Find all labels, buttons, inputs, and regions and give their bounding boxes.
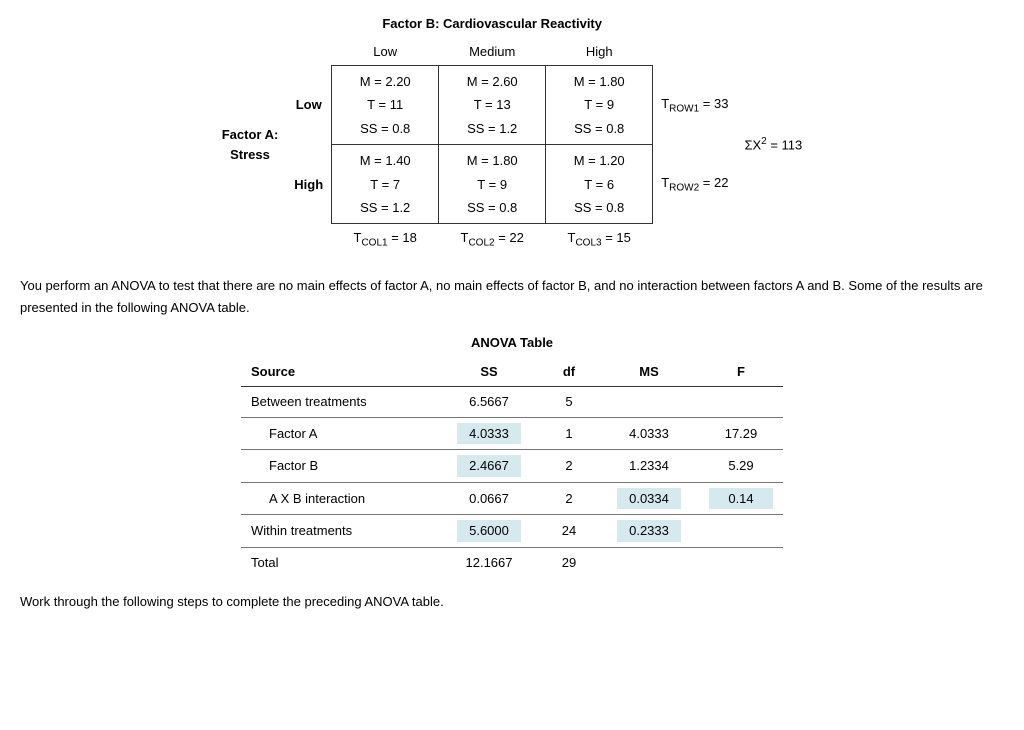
anova-f — [699, 547, 783, 577]
anova-f: 0.14 — [699, 482, 783, 515]
anova-ss: 6.5667 — [439, 387, 539, 418]
cell-high-low: M = 1.40 T = 7 SS = 1.2 — [332, 145, 439, 224]
anova-df: 29 — [539, 547, 599, 577]
anova-table: Source SS df MS F Between treatments6.56… — [241, 357, 783, 578]
col3-total: TCOL3 = 15 — [546, 224, 653, 255]
cell-low-low: M = 2.20 T = 11 SS = 0.8 — [332, 66, 439, 145]
anova-source: A X B interaction — [241, 482, 439, 515]
col-label-high: High — [546, 38, 653, 66]
anova-row: Factor A4.033314.033317.29 — [241, 417, 783, 450]
cell-low-medium: M = 2.60 T = 13 SS = 1.2 — [439, 66, 546, 145]
anova-source: Factor B — [241, 450, 439, 483]
row2-total: TROW2 = 22 — [653, 145, 737, 224]
anova-source: Within treatments — [241, 515, 439, 548]
anova-df: 1 — [539, 417, 599, 450]
anova-source: Factor A — [241, 417, 439, 450]
anova-f: 17.29 — [699, 417, 783, 450]
anova-df: 5 — [539, 387, 599, 418]
cell-low-high: M = 1.80 T = 9 SS = 0.8 — [546, 66, 653, 145]
anova-ss: 2.4667 — [439, 450, 539, 483]
anova-ss: 12.1667 — [439, 547, 539, 577]
row1-total: TROW1 = 33 — [653, 66, 737, 145]
anova-h-ss: SS — [439, 357, 539, 387]
anova-ss: 0.0667 — [439, 482, 539, 515]
design-table: Factor B: Cardiovascular Reactivity Low … — [214, 10, 811, 255]
col2-total: TCOL2 = 22 — [439, 224, 546, 255]
anova-row: Factor B2.466721.23345.29 — [241, 450, 783, 483]
paragraph-anova-intro: You perform an ANOVA to test that there … — [20, 275, 1004, 319]
anova-row: Between treatments6.56675 — [241, 387, 783, 418]
anova-ss: 4.0333 — [439, 417, 539, 450]
anova-source: Total — [241, 547, 439, 577]
col-label-medium: Medium — [439, 38, 546, 66]
anova-h-ms: MS — [599, 357, 699, 387]
row-label-low: Low — [286, 66, 331, 145]
cell-high-medium: M = 1.80 T = 9 SS = 0.8 — [439, 145, 546, 224]
anova-ms: 4.0333 — [599, 417, 699, 450]
anova-ss: 5.6000 — [439, 515, 539, 548]
col-label-low: Low — [332, 38, 439, 66]
factor-b-title: Factor B: Cardiovascular Reactivity — [332, 10, 653, 38]
anova-h-source: Source — [241, 357, 439, 387]
anova-source: Between treatments — [241, 387, 439, 418]
anova-row: Within treatments5.6000240.2333 — [241, 515, 783, 548]
anova-f: 5.29 — [699, 450, 783, 483]
anova-ms — [599, 387, 699, 418]
cell-high-high: M = 1.20 T = 6 SS = 0.8 — [546, 145, 653, 224]
anova-title: ANOVA Table — [20, 333, 1004, 353]
col1-total: TCOL1 = 18 — [332, 224, 439, 255]
anova-ms: 0.2333 — [599, 515, 699, 548]
anova-row: A X B interaction0.066720.03340.14 — [241, 482, 783, 515]
factor-a-label: Factor A: Stress — [214, 66, 287, 224]
anova-ms: 0.0334 — [599, 482, 699, 515]
anova-f — [699, 515, 783, 548]
anova-df: 24 — [539, 515, 599, 548]
sum-x-squared: ΣX2 = 113 — [736, 66, 810, 224]
row-label-high: High — [286, 145, 331, 224]
anova-f — [699, 387, 783, 418]
anova-ms — [599, 547, 699, 577]
anova-ms: 1.2334 — [599, 450, 699, 483]
anova-row: Total12.166729 — [241, 547, 783, 577]
paragraph-steps: Work through the following steps to comp… — [20, 591, 1004, 613]
anova-h-df: df — [539, 357, 599, 387]
anova-df: 2 — [539, 482, 599, 515]
anova-df: 2 — [539, 450, 599, 483]
anova-h-f: F — [699, 357, 783, 387]
